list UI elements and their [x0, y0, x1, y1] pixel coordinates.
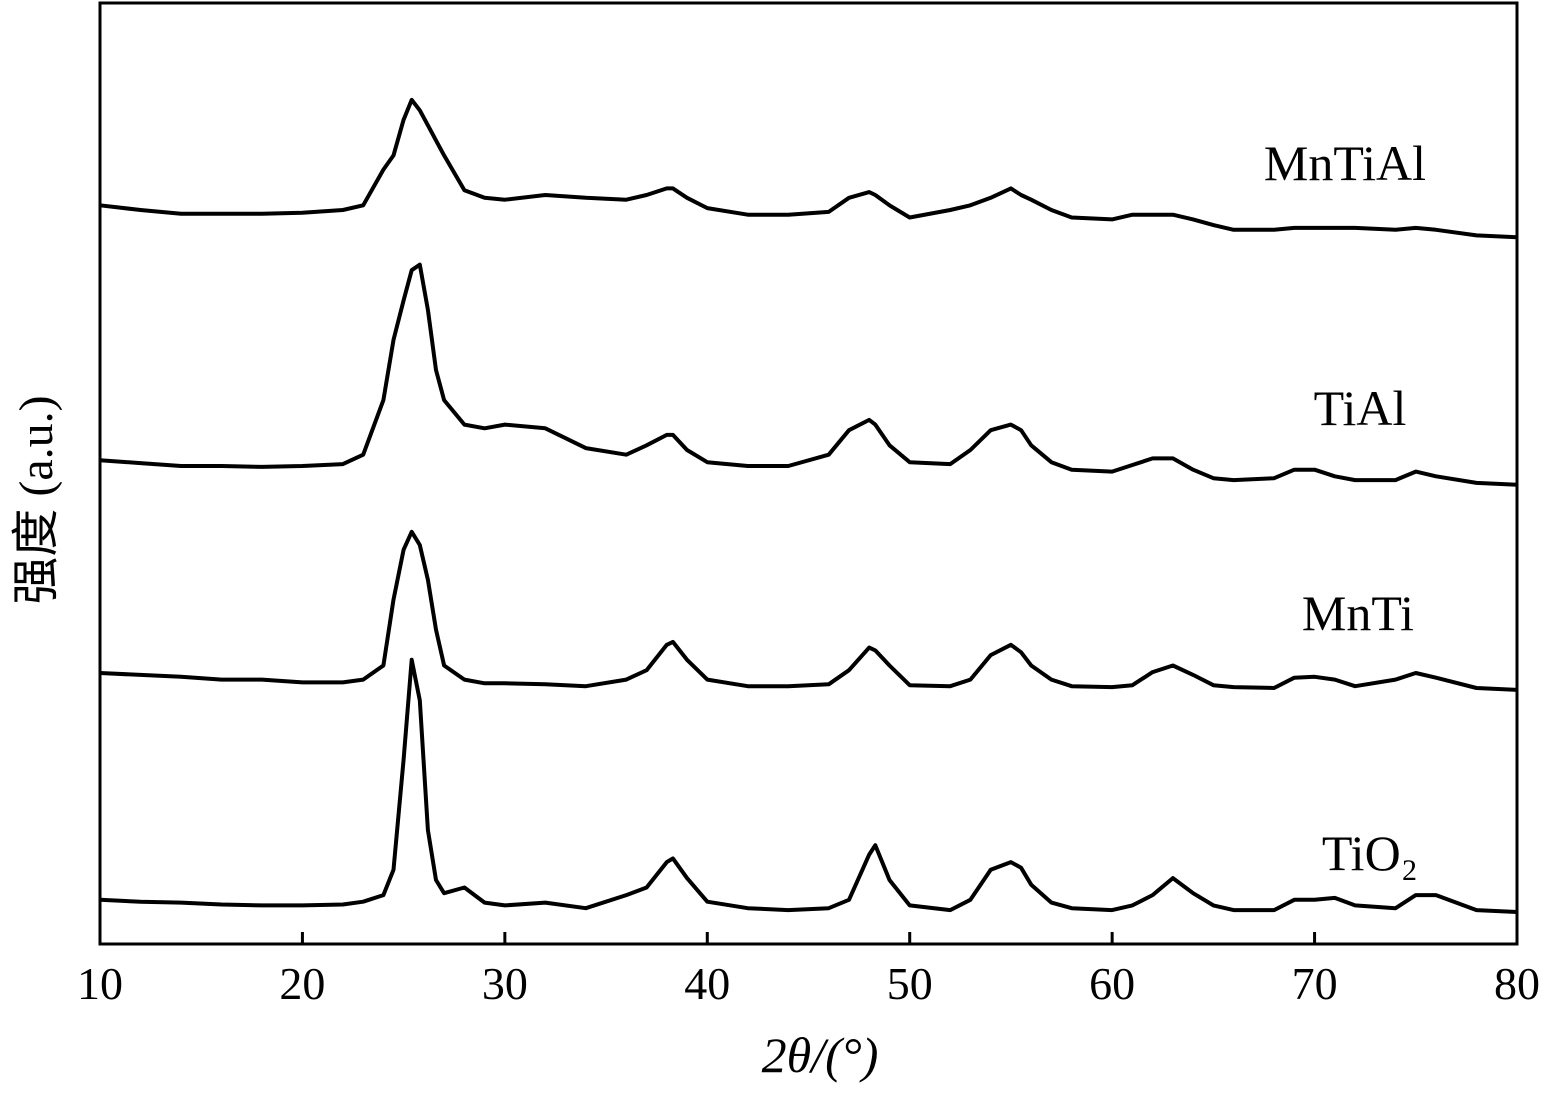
x-tick-label: 70 [1292, 958, 1338, 1009]
x-tick-label: 10 [77, 958, 123, 1009]
series-label: MnTiAl [1264, 135, 1426, 191]
x-tick-label: 80 [1494, 958, 1540, 1009]
x-tick-label: 60 [1089, 958, 1135, 1009]
x-tick-label: 20 [279, 958, 325, 1009]
x-tick-label: 30 [482, 958, 528, 1009]
series-label: TiO₂ [1322, 825, 1418, 881]
x-axis-label: 2θ/(°) [762, 1027, 879, 1083]
series-line [99, 529, 1518, 692]
series-line [99, 657, 1518, 914]
series-label: MnTi [1302, 585, 1414, 641]
y-axis-label: 强度 (a.u.) [10, 395, 63, 604]
series-label: TiAl [1314, 380, 1407, 436]
series-line [99, 97, 1518, 240]
x-tick-label: 50 [887, 958, 933, 1009]
plot-frame [98, 1, 1519, 946]
series-line [99, 262, 1518, 487]
x-tick-label: 40 [684, 958, 730, 1009]
